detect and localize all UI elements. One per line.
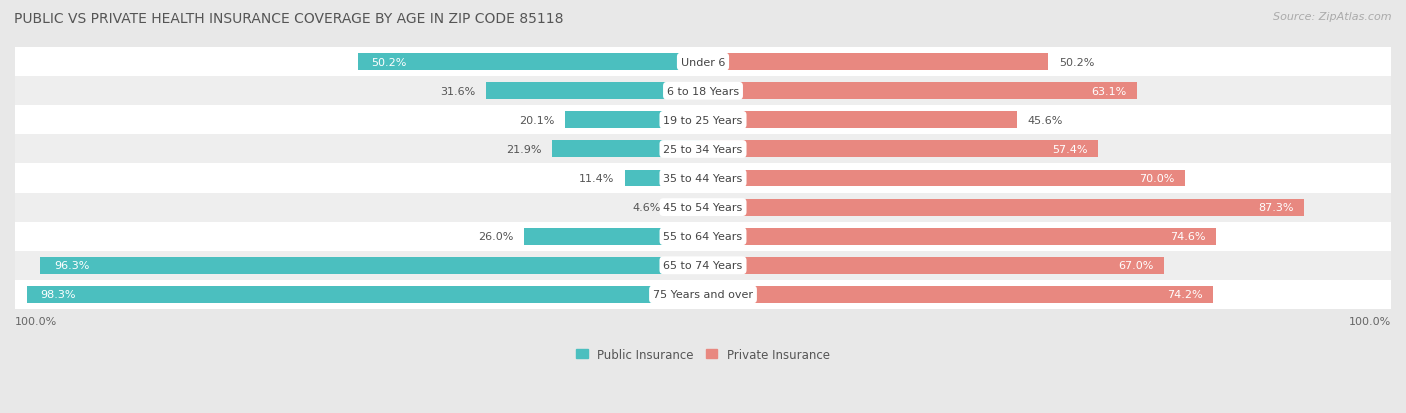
Text: 11.4%: 11.4% — [579, 173, 614, 184]
Text: 67.0%: 67.0% — [1118, 261, 1154, 271]
Text: Under 6: Under 6 — [681, 57, 725, 67]
Bar — [485, 83, 703, 100]
Text: 57.4%: 57.4% — [1052, 145, 1088, 154]
Bar — [15, 77, 1391, 106]
Text: 100.0%: 100.0% — [1348, 317, 1391, 327]
Bar — [703, 228, 1216, 245]
Text: 4.6%: 4.6% — [633, 203, 661, 213]
Bar — [703, 83, 1137, 100]
Text: 55 to 64 Years: 55 to 64 Years — [664, 232, 742, 242]
Bar — [15, 164, 1391, 193]
Bar — [703, 199, 1303, 216]
Text: 31.6%: 31.6% — [440, 87, 475, 97]
Text: 87.3%: 87.3% — [1258, 203, 1294, 213]
Bar — [15, 193, 1391, 222]
Text: Source: ZipAtlas.com: Source: ZipAtlas.com — [1274, 12, 1392, 22]
Text: 20.1%: 20.1% — [519, 116, 554, 126]
Text: 6 to 18 Years: 6 to 18 Years — [666, 87, 740, 97]
Text: 45 to 54 Years: 45 to 54 Years — [664, 203, 742, 213]
Text: 19 to 25 Years: 19 to 25 Years — [664, 116, 742, 126]
Text: 50.2%: 50.2% — [1059, 57, 1094, 67]
Text: 100.0%: 100.0% — [15, 317, 58, 327]
Bar — [15, 222, 1391, 251]
Bar — [565, 112, 703, 129]
Bar — [357, 54, 703, 71]
Bar — [703, 112, 1017, 129]
Text: 35 to 44 Years: 35 to 44 Years — [664, 173, 742, 184]
Text: PUBLIC VS PRIVATE HEALTH INSURANCE COVERAGE BY AGE IN ZIP CODE 85118: PUBLIC VS PRIVATE HEALTH INSURANCE COVER… — [14, 12, 564, 26]
Bar — [624, 170, 703, 187]
Text: 98.3%: 98.3% — [41, 290, 76, 300]
Text: 74.2%: 74.2% — [1167, 290, 1204, 300]
Bar — [703, 286, 1213, 303]
Bar — [15, 280, 1391, 309]
Text: 21.9%: 21.9% — [506, 145, 541, 154]
Bar — [27, 286, 703, 303]
Bar — [15, 48, 1391, 77]
Bar — [671, 199, 703, 216]
Bar — [703, 170, 1185, 187]
Text: 74.6%: 74.6% — [1170, 232, 1206, 242]
Bar — [15, 106, 1391, 135]
Legend: Public Insurance, Private Insurance: Public Insurance, Private Insurance — [576, 348, 830, 361]
Text: 26.0%: 26.0% — [478, 232, 513, 242]
Text: 25 to 34 Years: 25 to 34 Years — [664, 145, 742, 154]
Text: 96.3%: 96.3% — [55, 261, 90, 271]
Bar — [703, 54, 1049, 71]
Bar — [553, 141, 703, 158]
Bar — [703, 141, 1098, 158]
Text: 70.0%: 70.0% — [1139, 173, 1174, 184]
Text: 45.6%: 45.6% — [1026, 116, 1063, 126]
Bar — [524, 228, 703, 245]
Bar — [41, 257, 703, 274]
Bar — [15, 251, 1391, 280]
Bar — [703, 257, 1164, 274]
Text: 50.2%: 50.2% — [371, 57, 406, 67]
Text: 63.1%: 63.1% — [1091, 87, 1126, 97]
Text: 65 to 74 Years: 65 to 74 Years — [664, 261, 742, 271]
Text: 75 Years and over: 75 Years and over — [652, 290, 754, 300]
Bar — [15, 135, 1391, 164]
